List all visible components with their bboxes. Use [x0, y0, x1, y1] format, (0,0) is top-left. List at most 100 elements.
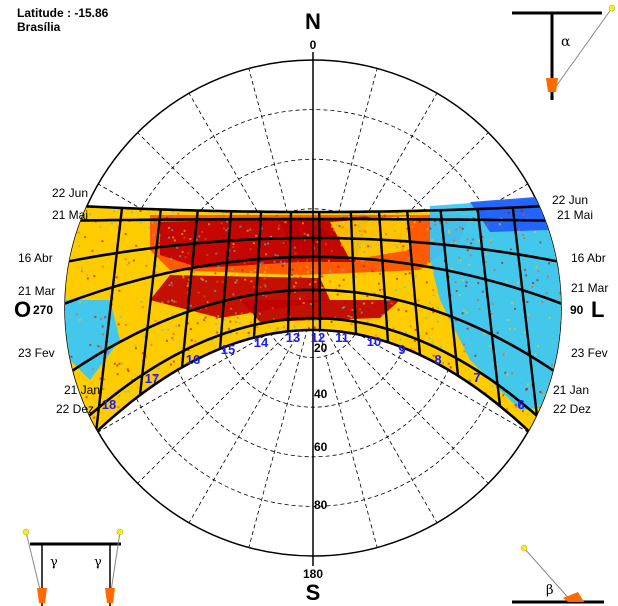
texture-dot: [235, 321, 237, 323]
texture-dot: [283, 326, 285, 328]
date-label-left-dez: 22 Dez: [56, 402, 94, 416]
hour-label-12: 12: [311, 330, 325, 345]
texture-dot: [152, 222, 154, 224]
texture-dot: [125, 258, 127, 260]
texture-dot: [338, 266, 340, 268]
texture-dot: [551, 364, 553, 366]
texture-dot: [162, 329, 164, 331]
date-label-right-mar: 21 Mar: [571, 281, 608, 295]
texture-dot: [277, 328, 279, 330]
texture-dot: [279, 329, 281, 331]
texture-dot: [405, 273, 407, 275]
texture-dot: [297, 228, 299, 230]
texture-dot: [468, 264, 470, 266]
texture-dot: [71, 356, 73, 358]
texture-dot: [79, 301, 81, 303]
texture-dot: [169, 216, 171, 218]
texture-dot: [359, 230, 361, 232]
texture-dot: [542, 275, 544, 277]
texture-dot: [254, 269, 256, 271]
texture-dot: [428, 280, 430, 282]
texture-dot: [329, 281, 331, 283]
alpha-angle-inset: α: [512, 5, 615, 100]
texture-dot: [401, 237, 403, 239]
texture-dot: [86, 441, 88, 443]
texture-dot: [150, 344, 152, 346]
texture-dot: [236, 332, 238, 334]
texture-dot: [296, 274, 298, 276]
texture-dot: [182, 251, 184, 253]
texture-dot: [486, 253, 488, 255]
texture-dot: [125, 233, 127, 235]
texture-dot: [100, 347, 102, 349]
texture-dot: [250, 248, 252, 250]
texture-dot: [551, 439, 553, 441]
texture-dot: [363, 303, 365, 305]
texture-dot: [511, 372, 513, 374]
texture-dot: [280, 272, 282, 274]
texture-dot: [116, 328, 118, 330]
texture-dot: [456, 290, 458, 292]
texture-dot: [171, 337, 173, 339]
texture-dot: [447, 301, 449, 303]
texture-dot: [385, 233, 387, 235]
texture-dot: [466, 317, 468, 319]
texture-dot: [448, 230, 450, 232]
texture-dot: [67, 377, 69, 379]
texture-dot: [467, 328, 469, 330]
texture-dot: [118, 290, 120, 292]
texture-dot: [171, 282, 173, 284]
texture-dot: [415, 329, 417, 331]
texture-dot: [462, 279, 464, 281]
texture-dot: [309, 283, 311, 285]
texture-dot: [241, 281, 243, 283]
texture-dot: [226, 221, 228, 223]
texture-dot: [275, 329, 277, 331]
texture-dot: [539, 241, 541, 243]
texture-dot: [331, 226, 333, 228]
texture-dot: [379, 273, 381, 275]
texture-dot: [260, 297, 262, 299]
texture-dot: [281, 265, 283, 267]
texture-dot: [342, 222, 344, 224]
texture-dot: [206, 254, 208, 256]
hour-label-17: 17: [145, 371, 159, 386]
texture-dot: [395, 336, 397, 338]
texture-dot: [111, 223, 113, 225]
texture-dot: [171, 313, 173, 315]
texture-dot: [91, 423, 93, 425]
texture-dot: [491, 385, 493, 387]
texture-dot: [134, 285, 136, 287]
texture-dot: [463, 309, 465, 311]
texture-dot: [237, 317, 239, 319]
texture-dot: [408, 255, 410, 257]
texture-dot: [117, 357, 119, 359]
texture-dot: [549, 317, 551, 319]
hour-curve-7: [319, 212, 320, 330]
texture-dot: [93, 275, 95, 277]
texture-dot: [427, 326, 429, 328]
texture-dot: [524, 269, 526, 271]
texture-dot: [341, 244, 343, 246]
texture-dot: [155, 320, 157, 322]
texture-dot: [314, 281, 316, 283]
texture-dot: [527, 314, 529, 316]
texture-dot: [241, 312, 243, 314]
texture-dot: [547, 276, 549, 278]
texture-dot: [171, 284, 173, 286]
texture-dot: [235, 312, 237, 314]
texture-dot: [264, 271, 266, 273]
texture-dot: [463, 344, 465, 346]
texture-dot: [506, 326, 508, 328]
beta-angle-inset: β: [512, 545, 604, 602]
texture-dot: [104, 316, 106, 318]
texture-dot: [403, 222, 405, 224]
texture-dot: [256, 326, 258, 328]
texture-dot: [186, 280, 188, 282]
hour-label-14: 14: [254, 335, 269, 350]
texture-dot: [205, 302, 207, 304]
texture-dot: [494, 269, 496, 271]
hour-label-9: 9: [398, 342, 405, 357]
texture-dot: [333, 229, 335, 231]
